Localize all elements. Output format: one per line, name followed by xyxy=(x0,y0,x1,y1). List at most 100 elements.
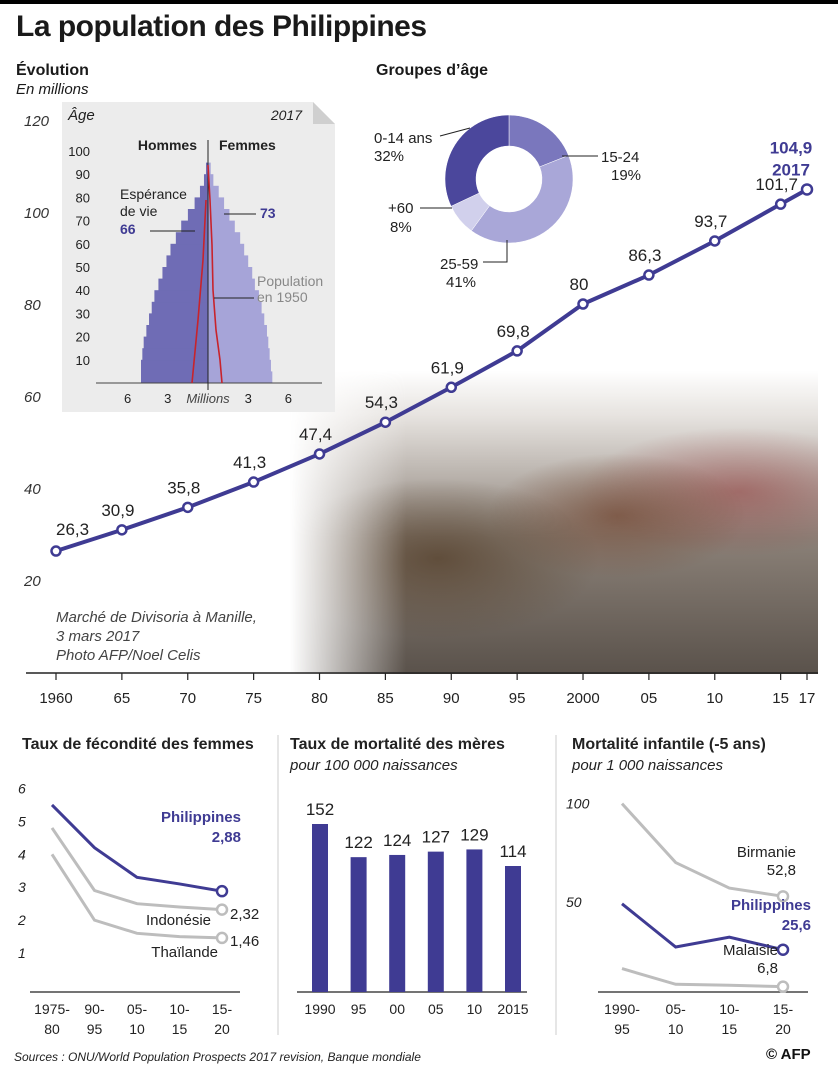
x-tick-label: 00 xyxy=(389,1001,405,1017)
pyramid-bar-hommes xyxy=(166,255,208,268)
x-tick-label: 10 xyxy=(706,690,723,707)
pyramid-bar-femmes xyxy=(208,185,219,198)
population-1950-line xyxy=(191,199,207,384)
pyramid-bar-hommes xyxy=(142,348,208,361)
pyramid-panel-fold xyxy=(313,102,335,124)
x-tick-label: 20 xyxy=(214,1021,230,1037)
maternal-bar xyxy=(427,851,444,992)
value-label: 2017 xyxy=(772,160,810,179)
series-line xyxy=(50,853,223,940)
pyramid-bar-hommes xyxy=(162,267,208,279)
donut-value: 41% xyxy=(446,274,476,291)
pyramid-bar-hommes xyxy=(154,290,208,303)
fertility-chart: Taux de fécondité des femmes 1 2 3 4 5 6 1975- 8… xyxy=(17,736,259,1037)
population-point xyxy=(182,501,194,514)
pyramid-x-label: Millions xyxy=(186,391,230,406)
bar-value-label: 114 xyxy=(499,842,526,861)
pyramid-age-tick: 40 xyxy=(76,283,90,298)
x-tick-label: 95 xyxy=(614,1021,630,1037)
y-tick-label: 40 xyxy=(24,481,41,498)
value-label: 30,9 xyxy=(101,501,134,520)
population-point xyxy=(800,183,814,196)
panel-subtitle: pour 1 000 naissances xyxy=(571,757,723,774)
x-tick-label: 10- xyxy=(719,1001,740,1017)
x-tick-label: 15 xyxy=(772,690,789,707)
x-tick-label: 20 xyxy=(775,1021,791,1037)
x-tick-label: 15 xyxy=(172,1021,188,1037)
series-end-point xyxy=(215,903,229,916)
x-tick-label: 95 xyxy=(87,1021,103,1037)
pyramid-age-tick: 10 xyxy=(76,353,90,368)
pyramid-x-tick: 6 xyxy=(124,391,131,406)
pyramid-bar-hommes xyxy=(181,220,208,233)
maternal-bar xyxy=(389,854,406,992)
x-tick-label: 1990 xyxy=(304,1001,335,1017)
life-expectancy-men: 66 xyxy=(120,221,136,237)
x-tick-label: 10 xyxy=(668,1021,684,1037)
pyramid-age-tick: 30 xyxy=(76,306,90,321)
pyramid-bar-hommes xyxy=(158,278,208,291)
market-photo xyxy=(290,370,818,674)
y-tick-label: 120 xyxy=(24,113,50,130)
pyramid-bar-femmes xyxy=(208,197,225,210)
pyramid-age-tick: 100 xyxy=(68,144,90,159)
donut-label: +60 xyxy=(388,200,413,217)
x-tick-label: 90- xyxy=(84,1001,105,1017)
series-line xyxy=(50,803,223,893)
pyramid-bar-hommes xyxy=(199,185,208,198)
pyramid-bar-femmes xyxy=(208,359,271,372)
value-label: 93,7 xyxy=(694,212,727,231)
donut-label: 25-59 xyxy=(440,256,478,273)
x-tick-label: 05 xyxy=(641,690,658,707)
population-1950-line xyxy=(207,164,223,384)
pyramid-bar-femmes xyxy=(208,232,241,245)
value-label: 61,9 xyxy=(431,358,464,377)
pyramid-age-tick: 20 xyxy=(76,330,90,345)
pyramid-bar-femmes xyxy=(208,255,249,268)
value-label: 80 xyxy=(570,275,589,294)
population-1950-label: Population xyxy=(257,273,323,289)
pyramid-bar-hommes xyxy=(149,313,208,326)
bar-value-label: 124 xyxy=(383,831,411,850)
value-label: 35,8 xyxy=(167,478,200,497)
x-tick-label: 1975- xyxy=(34,1001,70,1017)
maternal-bar xyxy=(466,849,483,992)
age-pyramid-chart: Âge 2017 10 20 30 40 50 60 70 80 90 100 6 3 3 6 Millions… xyxy=(62,102,335,412)
pyramid-bar-femmes xyxy=(208,348,270,361)
pyramid-left-label: Hommes xyxy=(138,137,197,153)
population-point xyxy=(50,545,62,557)
pyramid-axis-label: Âge xyxy=(67,107,95,124)
series-line xyxy=(621,902,784,952)
x-tick-label: 90 xyxy=(443,690,460,707)
y-tick-label: 3 xyxy=(18,879,26,895)
y-tick-label: 100 xyxy=(566,796,590,812)
x-tick-label: 05- xyxy=(666,1001,687,1017)
value-label: 69,8 xyxy=(497,322,530,341)
population-point xyxy=(313,448,326,460)
x-tick-label: 70 xyxy=(179,690,196,707)
caption-line: Photo AFP/Noel Celis xyxy=(56,647,201,664)
series-name: Indonésie xyxy=(146,912,211,929)
series-end-point xyxy=(776,980,790,993)
x-tick-label: 05 xyxy=(428,1001,444,1017)
x-tick-label: 15- xyxy=(773,1001,794,1017)
donut-value: 19% xyxy=(611,167,641,184)
x-tick-label: 95 xyxy=(509,690,526,707)
series-name: Malaisie xyxy=(723,942,778,959)
series-end-point xyxy=(776,890,790,903)
x-tick-label: 95 xyxy=(351,1001,367,1017)
pyramid-bar-hommes xyxy=(205,162,208,175)
pyramid-bar-hommes xyxy=(175,232,208,245)
page-title: La population des Philippines xyxy=(16,10,427,43)
y-tick-label: 100 xyxy=(24,205,50,222)
bar-value-label: 129 xyxy=(460,825,488,844)
value-label: 104,9 xyxy=(770,138,813,157)
series-line xyxy=(50,827,223,912)
series-end-value: 6,8 xyxy=(757,960,778,977)
pyramid-bar-femmes xyxy=(208,243,245,256)
pyramid-bar-hommes xyxy=(141,371,208,384)
series-line xyxy=(621,967,784,989)
x-tick-label: 05- xyxy=(127,1001,148,1017)
